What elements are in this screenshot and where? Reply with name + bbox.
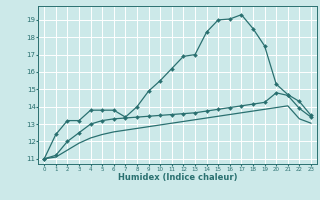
X-axis label: Humidex (Indice chaleur): Humidex (Indice chaleur) <box>118 173 237 182</box>
